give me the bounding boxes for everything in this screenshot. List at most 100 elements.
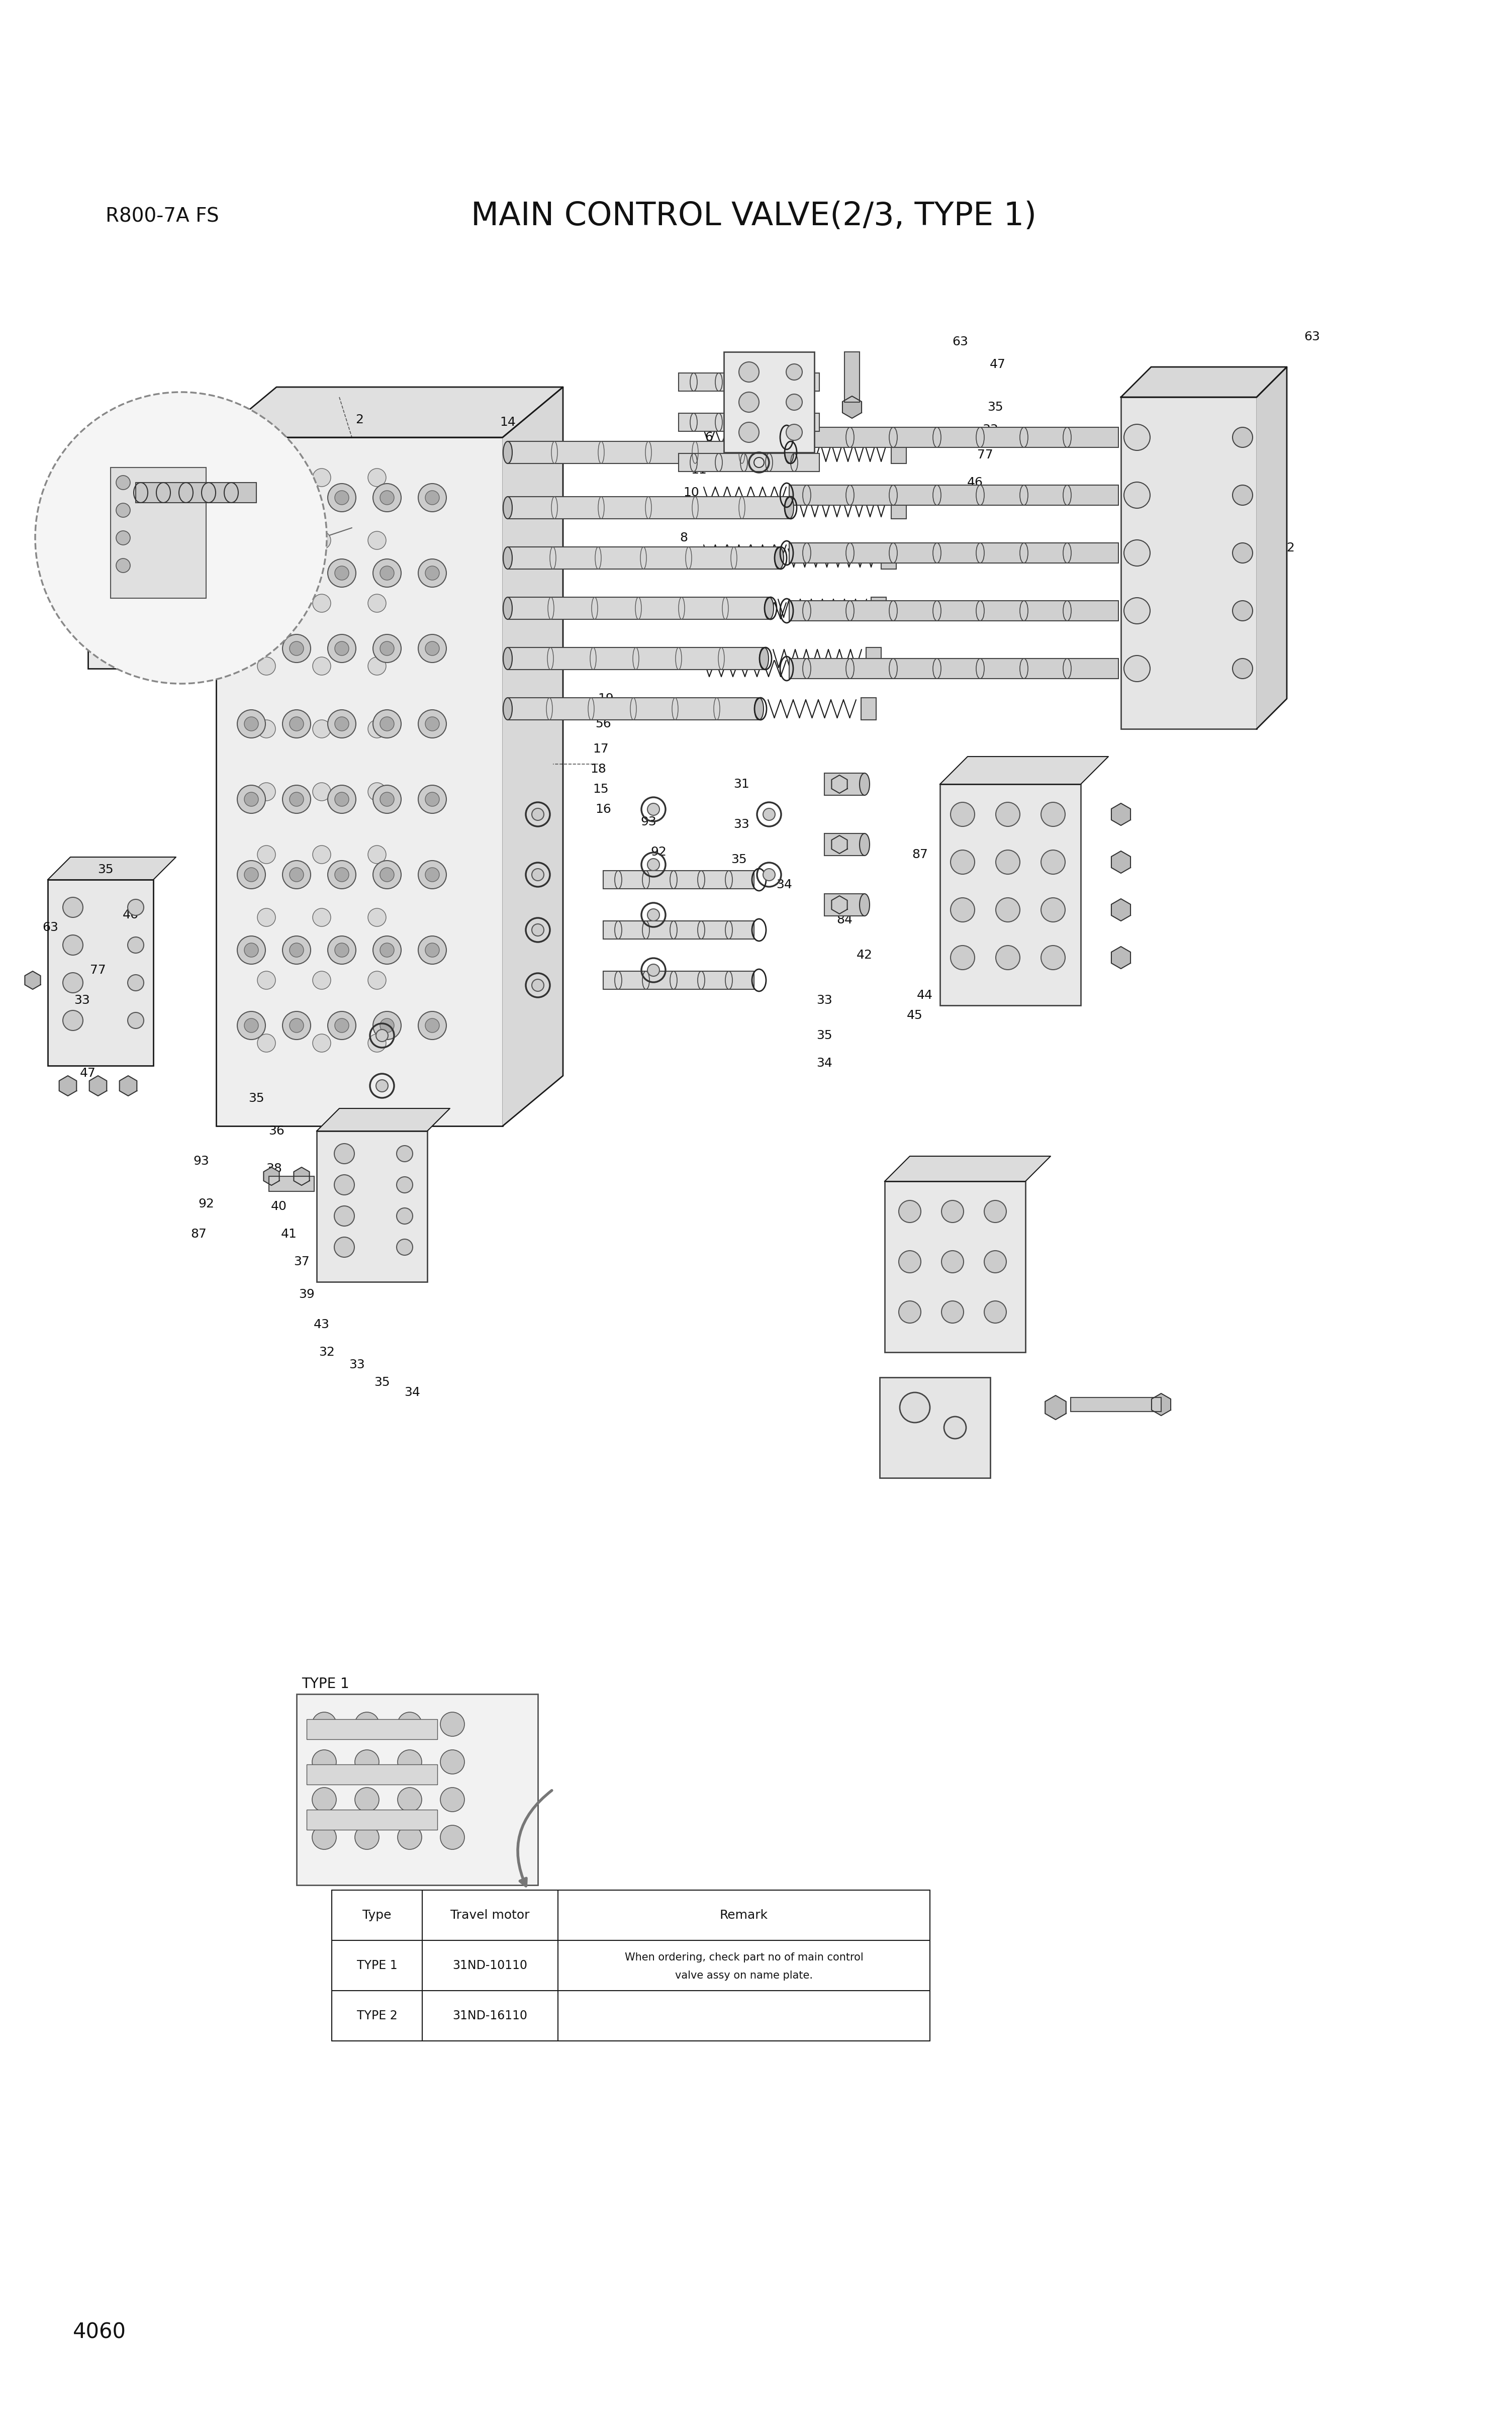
Polygon shape <box>832 776 847 793</box>
Bar <box>136 482 257 503</box>
Bar <box>880 1377 990 1479</box>
Text: 33: 33 <box>349 1359 364 1372</box>
Circle shape <box>373 635 401 662</box>
Circle shape <box>313 910 331 927</box>
Text: 47: 47 <box>80 1068 95 1080</box>
Polygon shape <box>832 895 847 914</box>
Polygon shape <box>1152 1394 1170 1415</box>
Bar <box>307 1809 437 1829</box>
Text: SERVICE: SERVICE <box>1176 491 1220 501</box>
Text: 12: 12 <box>1279 542 1294 554</box>
Text: TYPE 1: TYPE 1 <box>357 1960 398 1972</box>
Bar <box>679 413 820 430</box>
Polygon shape <box>59 1075 77 1097</box>
Circle shape <box>289 717 304 732</box>
Circle shape <box>380 793 395 807</box>
Circle shape <box>334 793 349 807</box>
Circle shape <box>283 710 310 737</box>
Bar <box>508 598 770 620</box>
Circle shape <box>396 1240 413 1255</box>
Ellipse shape <box>503 547 513 569</box>
Circle shape <box>311 1751 336 1773</box>
Circle shape <box>419 484 446 511</box>
Circle shape <box>786 394 803 411</box>
Circle shape <box>398 1826 422 1848</box>
Circle shape <box>1040 897 1064 922</box>
Polygon shape <box>1111 803 1131 824</box>
Circle shape <box>257 846 275 863</box>
Circle shape <box>257 530 275 550</box>
Circle shape <box>283 635 310 662</box>
Text: MAIN CONTROL VALVE(2/3, TYPE 1): MAIN CONTROL VALVE(2/3, TYPE 1) <box>472 199 1037 231</box>
Text: 31: 31 <box>733 778 750 790</box>
Circle shape <box>900 1394 930 1423</box>
Circle shape <box>647 910 659 922</box>
Text: 77: 77 <box>977 450 993 462</box>
Circle shape <box>367 1034 386 1053</box>
Text: 93: 93 <box>194 1155 209 1167</box>
Circle shape <box>1123 540 1151 567</box>
Circle shape <box>245 642 259 657</box>
Text: BOOM-2: BOOM-2 <box>1178 547 1220 557</box>
Circle shape <box>1232 601 1252 620</box>
Text: 63: 63 <box>57 462 74 474</box>
Circle shape <box>355 1826 380 1848</box>
Circle shape <box>380 868 395 883</box>
Circle shape <box>64 897 83 917</box>
Circle shape <box>165 520 183 540</box>
Text: Travel motor: Travel motor <box>451 1909 529 1921</box>
Circle shape <box>64 934 83 956</box>
Circle shape <box>355 1712 380 1736</box>
Bar <box>307 1766 437 1785</box>
Circle shape <box>425 793 440 807</box>
Circle shape <box>367 657 386 676</box>
Bar <box>789 428 1119 447</box>
Circle shape <box>328 635 355 662</box>
Bar <box>603 922 754 939</box>
Circle shape <box>425 717 440 732</box>
Circle shape <box>101 520 124 542</box>
Text: 4060: 4060 <box>73 2323 125 2342</box>
Text: 40: 40 <box>271 1201 287 1214</box>
Text: 17: 17 <box>593 742 609 754</box>
Text: 64: 64 <box>623 654 640 666</box>
Text: TYPE 1: TYPE 1 <box>301 1678 349 1690</box>
Circle shape <box>245 717 259 732</box>
Circle shape <box>257 970 275 990</box>
Circle shape <box>237 786 266 812</box>
Circle shape <box>380 717 395 732</box>
Circle shape <box>328 484 355 511</box>
Text: 33: 33 <box>74 995 89 1007</box>
Circle shape <box>380 642 395 657</box>
Circle shape <box>257 593 275 613</box>
Circle shape <box>419 786 446 812</box>
Polygon shape <box>940 756 1108 783</box>
Circle shape <box>328 559 355 586</box>
Circle shape <box>367 593 386 613</box>
Text: Remark: Remark <box>720 1909 768 1921</box>
Circle shape <box>334 1206 354 1226</box>
Bar <box>824 895 865 917</box>
Bar <box>824 834 865 856</box>
Text: 16: 16 <box>596 803 611 815</box>
Bar <box>891 496 906 518</box>
Circle shape <box>647 803 659 815</box>
Text: 63: 63 <box>953 336 968 348</box>
Text: 48: 48 <box>251 482 268 494</box>
Text: 87: 87 <box>912 849 928 861</box>
Circle shape <box>373 710 401 737</box>
Text: 8: 8 <box>679 533 688 545</box>
Text: 10: 10 <box>683 486 699 499</box>
Polygon shape <box>119 1075 138 1097</box>
Text: 43: 43 <box>313 1318 330 1330</box>
Circle shape <box>328 1012 355 1038</box>
Text: 92: 92 <box>650 846 667 858</box>
Bar <box>508 496 789 518</box>
Circle shape <box>440 1788 464 1812</box>
Circle shape <box>376 1029 389 1041</box>
Circle shape <box>996 803 1021 827</box>
Polygon shape <box>88 477 213 503</box>
Circle shape <box>245 567 259 581</box>
Circle shape <box>313 593 331 613</box>
Circle shape <box>367 720 386 737</box>
